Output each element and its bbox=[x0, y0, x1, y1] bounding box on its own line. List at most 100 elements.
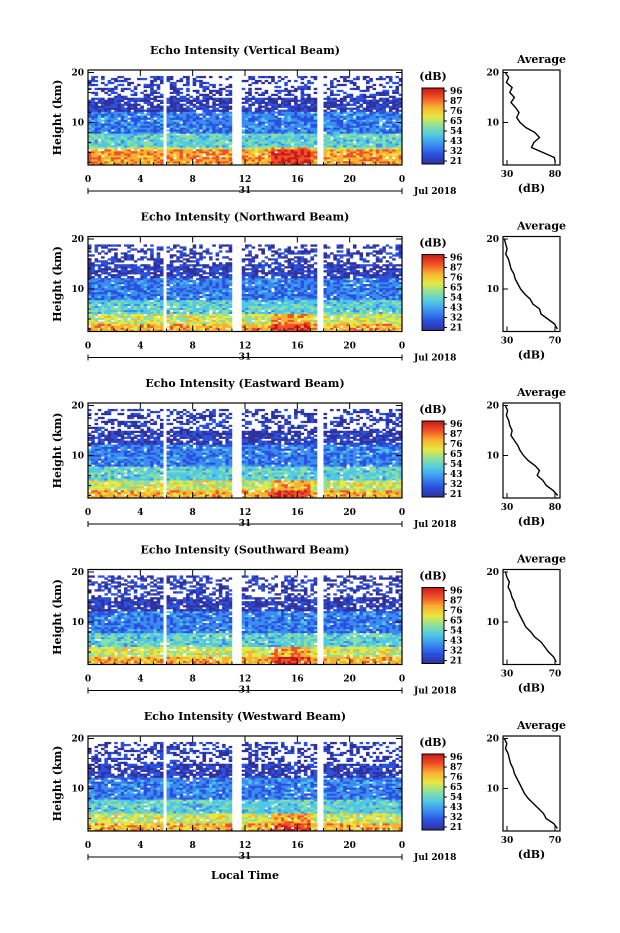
heatmap-cell bbox=[330, 127, 334, 129]
heatmap-cell bbox=[252, 104, 256, 106]
heatmap-cell bbox=[340, 145, 344, 147]
heatmap-cell bbox=[176, 108, 180, 110]
heatmap-cell bbox=[265, 328, 269, 330]
heatmap-cell bbox=[301, 300, 305, 302]
heatmap-cell bbox=[324, 137, 328, 139]
heatmap-cell bbox=[153, 153, 157, 155]
heatmap-cell bbox=[356, 121, 360, 123]
heatmap-cell bbox=[108, 324, 112, 326]
heatmap-cell bbox=[324, 102, 328, 104]
heatmap-cell bbox=[369, 102, 373, 104]
heatmap-cell bbox=[379, 94, 383, 96]
heatmap-cell bbox=[225, 302, 229, 304]
heatmap-cell bbox=[202, 296, 206, 298]
heatmap-cell bbox=[186, 151, 190, 153]
heatmap-cell bbox=[127, 131, 131, 133]
heatmap-cell bbox=[382, 127, 386, 129]
heatmap-cell bbox=[160, 312, 164, 314]
heatmap-cell bbox=[160, 147, 164, 149]
heatmap-cell bbox=[111, 155, 115, 157]
heatmap-cell bbox=[304, 114, 308, 116]
heatmap-cell bbox=[356, 110, 360, 112]
heatmap-cell bbox=[333, 302, 337, 304]
heatmap-cell bbox=[167, 118, 171, 120]
heatmap-cell bbox=[330, 147, 334, 149]
heatmap-cell bbox=[268, 108, 272, 110]
heatmap-cell bbox=[160, 324, 164, 326]
heatmap-cell bbox=[206, 161, 210, 163]
heatmap-cell bbox=[140, 131, 144, 133]
heatmap-cell bbox=[108, 118, 112, 120]
heatmap-cell bbox=[258, 119, 262, 121]
heatmap-cell bbox=[167, 157, 171, 159]
heatmap-cell bbox=[216, 312, 220, 314]
heatmap-cell bbox=[265, 116, 269, 118]
heatmap-cell bbox=[281, 298, 285, 300]
heatmap-cell bbox=[222, 153, 226, 155]
heatmap-cell bbox=[382, 92, 386, 94]
heatmap-cell bbox=[379, 143, 383, 145]
heatmap-cell bbox=[304, 161, 308, 163]
heatmap-cell bbox=[180, 157, 184, 159]
heatmap-cell bbox=[124, 147, 128, 149]
heatmap-cell bbox=[157, 108, 161, 110]
heatmap-cell bbox=[297, 106, 301, 108]
heatmap-cell bbox=[209, 114, 213, 116]
heatmap-cell bbox=[382, 102, 386, 104]
heatmap-cell bbox=[131, 161, 135, 163]
heatmap-cell bbox=[353, 296, 357, 298]
heatmap-cell bbox=[284, 119, 288, 121]
heatmap-cell bbox=[386, 116, 390, 118]
heatmap-cell bbox=[255, 88, 259, 90]
heatmap-cell bbox=[255, 116, 259, 118]
heatmap-cell bbox=[176, 314, 180, 316]
heatmap-cell bbox=[140, 302, 144, 304]
heatmap-cell bbox=[209, 300, 213, 302]
heatmap-cell bbox=[242, 151, 246, 153]
heatmap-cell bbox=[117, 308, 121, 310]
heatmap-cell bbox=[114, 324, 118, 326]
heatmap-cell bbox=[219, 310, 223, 312]
heatmap-cell bbox=[274, 324, 278, 326]
heatmap-cell bbox=[134, 112, 138, 114]
heatmap-cell bbox=[193, 78, 197, 80]
heatmap-cell bbox=[245, 129, 249, 131]
heatmap-cell bbox=[307, 121, 311, 123]
month-label: Jul 2018 bbox=[413, 187, 456, 197]
heatmap-cell bbox=[189, 104, 193, 106]
heatmap-cell bbox=[278, 106, 282, 108]
heatmap-cell bbox=[297, 312, 301, 314]
heatmap-cell bbox=[379, 155, 383, 157]
heatmap-cell bbox=[284, 294, 288, 296]
heatmap-cell bbox=[258, 108, 262, 110]
heatmap-cell bbox=[101, 98, 105, 100]
heatmap-cell bbox=[301, 155, 305, 157]
heatmap-cell bbox=[173, 127, 177, 129]
heatmap-cell bbox=[127, 322, 131, 324]
heatmap-cell bbox=[314, 157, 318, 159]
panel-title: Echo Intensity (Vertical Beam) bbox=[150, 44, 340, 57]
heatmap-cell bbox=[353, 310, 357, 312]
heatmap-cell bbox=[121, 320, 125, 322]
heatmap-cell bbox=[248, 155, 252, 157]
heatmap-cell bbox=[180, 324, 184, 326]
heatmap-cell bbox=[333, 131, 337, 133]
heatmap-cell bbox=[301, 161, 305, 163]
heatmap-cell bbox=[104, 102, 108, 104]
heatmap-cell bbox=[160, 139, 164, 141]
heatmap-cell bbox=[389, 131, 393, 133]
heatmap-cell bbox=[157, 114, 161, 116]
heatmap-cell bbox=[307, 145, 311, 147]
heatmap-cell bbox=[202, 316, 206, 318]
heatmap-cell bbox=[261, 294, 265, 296]
heatmap-cell bbox=[206, 139, 210, 141]
heatmap-cell bbox=[229, 151, 233, 153]
heatmap-cell bbox=[343, 108, 347, 110]
heatmap-cell bbox=[104, 161, 108, 163]
heatmap-cell bbox=[127, 108, 131, 110]
heatmap-cell bbox=[356, 298, 360, 300]
heatmap-cell bbox=[265, 161, 269, 163]
heatmap-cell bbox=[189, 147, 193, 149]
heatmap-cell bbox=[346, 131, 350, 133]
heatmap-cell bbox=[150, 125, 154, 127]
